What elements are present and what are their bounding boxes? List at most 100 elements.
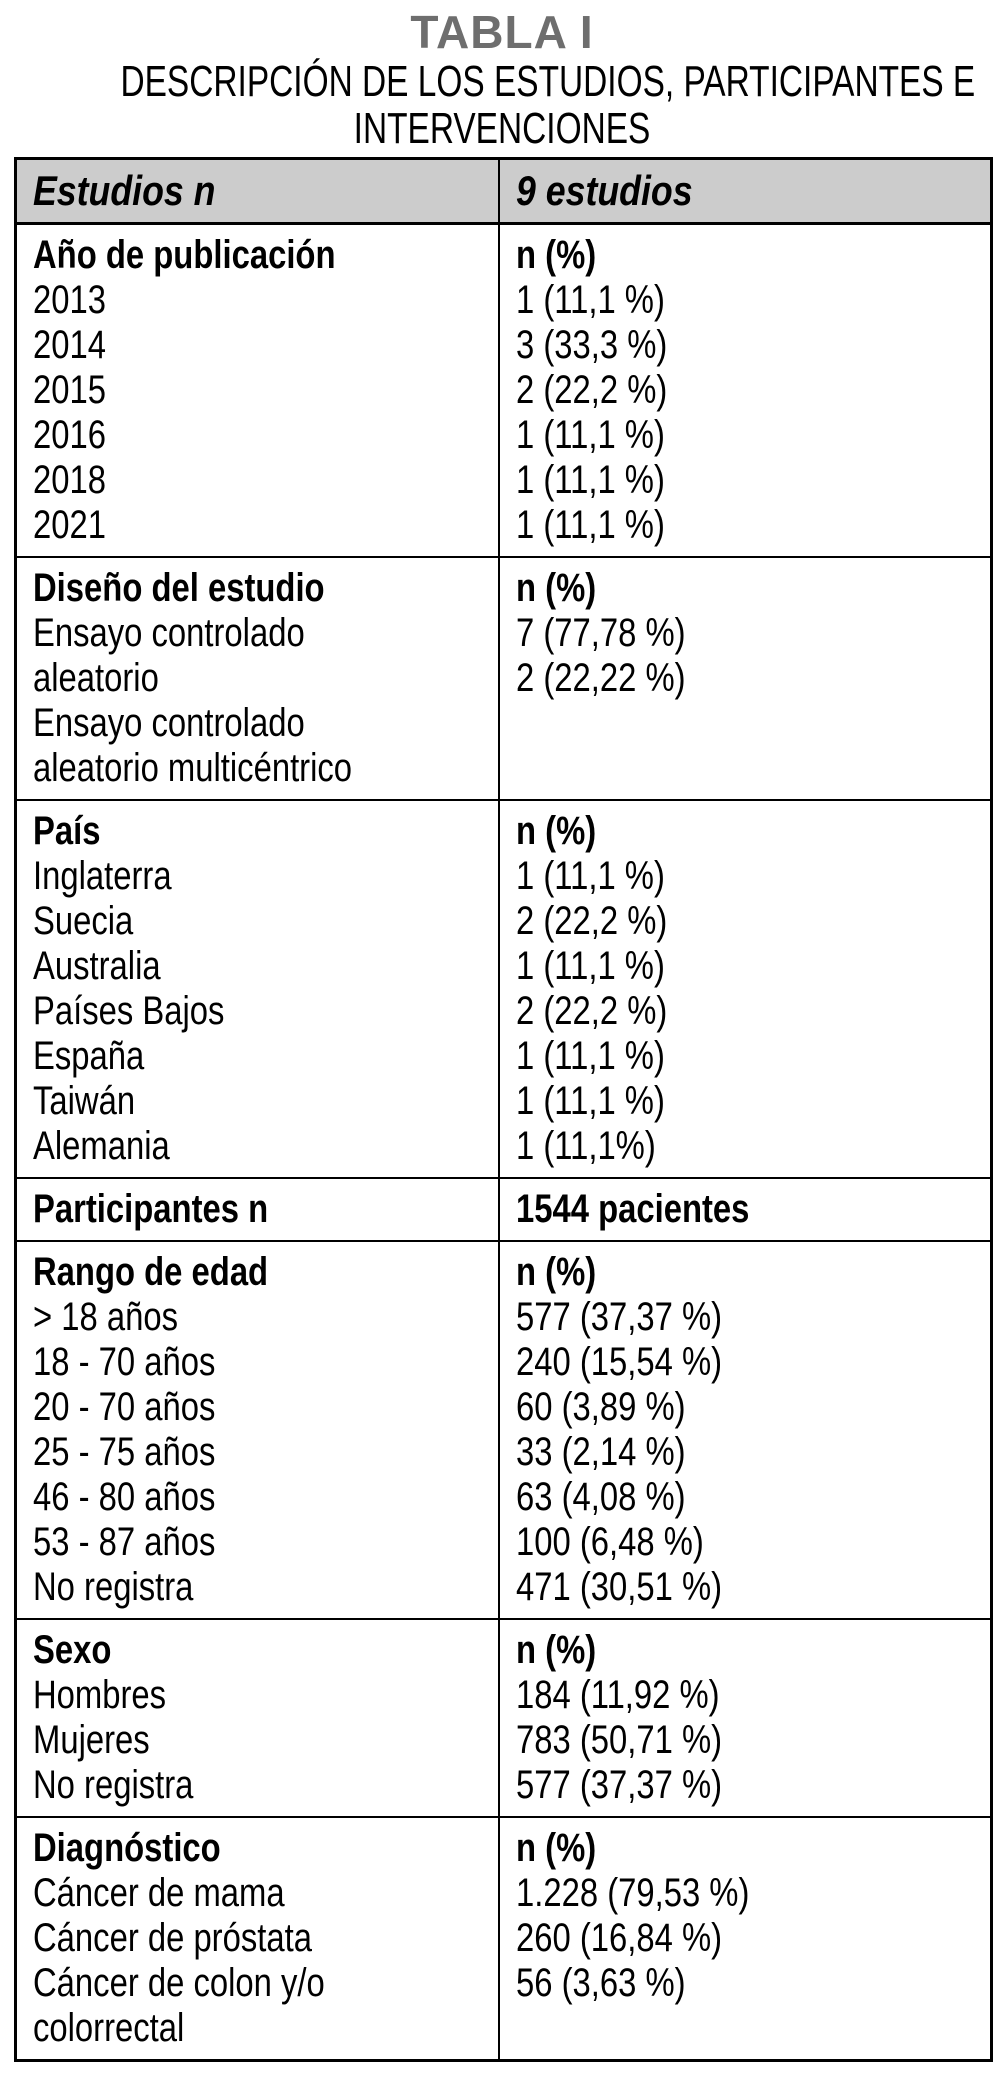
cell-line: Países Bajos [33, 989, 225, 1033]
cell-line: 577 (37,37 %) [515, 1763, 722, 1807]
section-ano-de-publicacion-right-cell: n (%) 1 (11,1 %) 3 (33,3 %) 2 (22,2 %) 1 (11… [497, 222, 993, 558]
cell-line: 1.228 (79,53 %) [515, 1871, 749, 1915]
cell-line: 2013 [33, 278, 106, 322]
cell-line: 240 (15,54 %) [515, 1340, 722, 1384]
section-row-participantes: Participantes n 1544 pacientes [14, 1177, 993, 1242]
cell-line: Diseño del estudio [33, 566, 325, 610]
cell-line: No registra [33, 1763, 194, 1807]
cell-line: 1 (11,1 %) [515, 1079, 665, 1123]
cell-line: 184 (11,92 %) [515, 1673, 720, 1717]
cell-line: n (%) [515, 233, 596, 277]
cell-line: 2 (22,2 %) [515, 989, 667, 1033]
section-sexo-right-cell: n (%) 184 (11,92 %) 783 (50,71 %) 577 (37,3… [497, 1618, 993, 1818]
cell-line: Australia [33, 944, 161, 988]
cell-line: Cáncer de próstata [33, 1916, 312, 1960]
section-diseno-del-estudio-right-cell: n (%) 7 (77,78 %) 2 (22,22 %) [497, 556, 993, 801]
table-title: TABLA I [410, 6, 594, 58]
cell-line: colorrectal [33, 2006, 185, 2050]
cell-line: Inglaterra [33, 854, 172, 898]
section-ano-de-publicacion-left-cell: Año de publicación 2013 2014 2015 2016 2018 20… [14, 222, 500, 558]
cell-line: > 18 años [33, 1295, 178, 1339]
cell-line: 1 (11,1 %) [515, 458, 665, 502]
cell-line: 1 (11,1%) [515, 1124, 656, 1168]
cell-line: 1 (11,1 %) [515, 503, 665, 547]
cell-line: 53 - 87 años [33, 1520, 216, 1564]
cell-line: Participantes n [33, 1187, 269, 1231]
cell-line: Suecia [33, 899, 134, 943]
cell-line: 1 (11,1 %) [515, 413, 665, 457]
cell-line: Ensayo controlado [33, 611, 305, 655]
cell-line: Cáncer de colon y/o [33, 1961, 325, 2005]
table-body: Año de publicación 2013 2014 2015 2016 2018 20… [14, 222, 993, 2062]
section-rango-de-edad-right-cell: n (%) 577 (37,37 %) 240 (15,54 %) 60 (3,89 … [497, 1240, 993, 1620]
cell-line: España [33, 1034, 145, 1078]
cell-line: 2 (22,2 %) [515, 899, 667, 943]
section-participantes-left-cell: Participantes n [14, 1177, 500, 1242]
cell-line: 20 - 70 años [33, 1385, 216, 1429]
section-row-rango-de-edad: Rango de edad > 18 años 18 - 70 años 20 - 7… [14, 1240, 993, 1620]
cell-line: 2021 [33, 503, 106, 547]
cell-line: 2 (22,22 %) [515, 656, 686, 700]
cell-line: 25 - 75 años [33, 1430, 216, 1474]
cell-line: 33 (2,14 %) [515, 1430, 686, 1474]
cell-line: Año de publicación [33, 233, 336, 277]
cell-line: Alemania [33, 1124, 170, 1168]
cell-line: n (%) [515, 809, 596, 853]
cell-line: 783 (50,71 %) [515, 1718, 722, 1762]
section-row-pais: País Inglaterra Suecia Australia Países Bajo… [14, 799, 993, 1179]
section-diagnostico-left-cell: Diagnóstico Cáncer de mama Cáncer de próst… [14, 1816, 500, 2062]
subtitle-line-1: DESCRIPCIÓN DE LOS ESTUDIOS, PARTICIPANT… [120, 57, 976, 106]
cell-line: n (%) [515, 1826, 596, 1870]
cell-line: Rango de edad [33, 1250, 269, 1294]
cell-line: aleatorio multicéntrico [33, 746, 353, 790]
section-pais-right-cell: n (%) 1 (11,1 %) 2 (22,2 %) 1 (11,1 %) 2 (22… [497, 799, 993, 1179]
cell-line: 2018 [33, 458, 106, 502]
header-label-estudios-n: Estudios n [33, 167, 216, 214]
cell-line: 2014 [33, 323, 106, 367]
cell-line: 471 (30,51 %) [515, 1565, 722, 1609]
cell-line: 577 (37,37 %) [515, 1295, 722, 1339]
section-row-diseno-del-estudio: Diseño del estudio Ensayo controlado aleat… [14, 556, 993, 801]
section-diagnostico-right-cell: n (%) 1.228 (79,53 %) 260 (16,84 %) 56 (3,6… [497, 1816, 993, 2062]
cell-line: 1 (11,1 %) [515, 944, 665, 988]
cell-line: Cáncer de mama [33, 1871, 285, 1915]
subtitle-line-2: INTERVENCIONES [353, 104, 651, 153]
cell-line: 3 (33,3 %) [515, 323, 667, 367]
cell-line: 1 (11,1 %) [515, 278, 665, 322]
cell-line: No registra [33, 1565, 194, 1609]
cell-line: Mujeres [33, 1718, 150, 1762]
cell-line: Taiwán [33, 1079, 136, 1123]
section-rango-de-edad-left-cell: Rango de edad > 18 años 18 - 70 años 20 - 7… [14, 1240, 500, 1620]
cell-line: 46 - 80 años [33, 1475, 216, 1519]
cell-line: 2016 [33, 413, 106, 457]
cell-line: 60 (3,89 %) [515, 1385, 686, 1429]
cell-line: 63 (4,08 %) [515, 1475, 686, 1519]
cell-line: 1 (11,1 %) [515, 1034, 665, 1078]
section-participantes-right-cell: 1544 pacientes [497, 1177, 993, 1242]
cell-line: 100 (6,48 %) [515, 1520, 704, 1564]
cell-line: 1544 pacientes [515, 1187, 749, 1231]
section-row-diagnostico: Diagnóstico Cáncer de mama Cáncer de próst… [14, 1816, 993, 2062]
cell-line: 18 - 70 años [33, 1340, 216, 1384]
table-header-row: Estudios n 9 estudios [14, 157, 993, 225]
cell-line: n (%) [515, 1250, 596, 1294]
cell-line: 7 (77,78 %) [515, 611, 686, 655]
section-row-ano-de-publicacion: Año de publicación 2013 2014 2015 2016 2018 20… [14, 222, 993, 558]
cell-line: Hombres [33, 1673, 167, 1717]
cell-line: n (%) [515, 1628, 596, 1672]
cell-line: 56 (3,63 %) [515, 1961, 686, 2005]
cell-line: Sexo [33, 1628, 112, 1672]
cell-line: 2015 [33, 368, 106, 412]
cell-line: n (%) [515, 566, 596, 610]
cell-line: 2 (22,2 %) [515, 368, 667, 412]
header-label-9-estudios: 9 estudios [515, 167, 693, 214]
table-subtitle: DESCRIPCIÓN DE LOS ESTUDIOS, PARTICIPANT… [0, 58, 1004, 152]
header-cell-9-estudios: 9 estudios [497, 157, 993, 225]
cell-line: Ensayo controlado [33, 701, 305, 745]
cell-line: 1 (11,1 %) [515, 854, 665, 898]
section-sexo-left-cell: Sexo Hombres Mujeres No registra [14, 1618, 500, 1818]
cell-line: Diagnóstico [33, 1826, 221, 1870]
cell-line: 260 (16,84 %) [515, 1916, 722, 1960]
section-row-sexo: Sexo Hombres Mujeres No registra n (%) 184 (1… [14, 1618, 993, 1818]
